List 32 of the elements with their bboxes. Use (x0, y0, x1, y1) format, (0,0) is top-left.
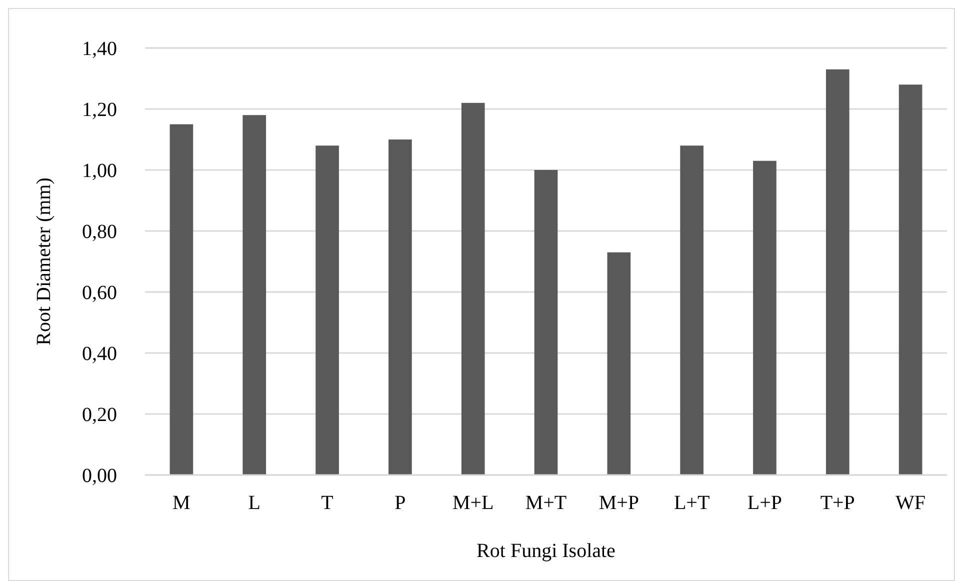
y-tick-label: 1,00 (82, 160, 117, 182)
bar (316, 146, 339, 475)
bar (898, 84, 922, 475)
x-tick-label: M+P (598, 492, 640, 514)
y-axis-title: Root Diameter (mm) (33, 178, 55, 346)
bar (607, 252, 631, 475)
bar (170, 124, 194, 475)
x-tick-label: L (248, 492, 260, 514)
y-tick-label: 0,00 (82, 465, 117, 487)
bar (461, 102, 485, 475)
y-tick-label: 0,60 (82, 282, 117, 304)
x-tick-label: L+P (747, 492, 782, 514)
bar (534, 170, 558, 475)
x-tick-label: T (321, 492, 334, 514)
bar (242, 115, 266, 475)
bar (388, 140, 412, 475)
y-tick-label: 0,80 (82, 221, 117, 243)
x-tick-label: M (172, 492, 191, 514)
x-axis-title: Rot Fungi Isolate (476, 540, 616, 562)
x-tick-label: T+P (820, 492, 855, 514)
bar (753, 160, 776, 475)
y-tick-label: 1,20 (82, 99, 117, 121)
y-tick-label: 0,40 (82, 343, 117, 365)
bar (826, 69, 850, 475)
x-tick-label: M+T (525, 492, 567, 514)
x-tick-label: P (394, 492, 406, 514)
bar (680, 146, 704, 475)
x-tick-label: M+L (452, 492, 494, 514)
x-tick-label: WF (896, 492, 926, 514)
x-tick-label: L+T (674, 492, 710, 514)
y-tick-label: 1,40 (82, 38, 117, 60)
y-tick-label: 0,20 (82, 404, 117, 426)
